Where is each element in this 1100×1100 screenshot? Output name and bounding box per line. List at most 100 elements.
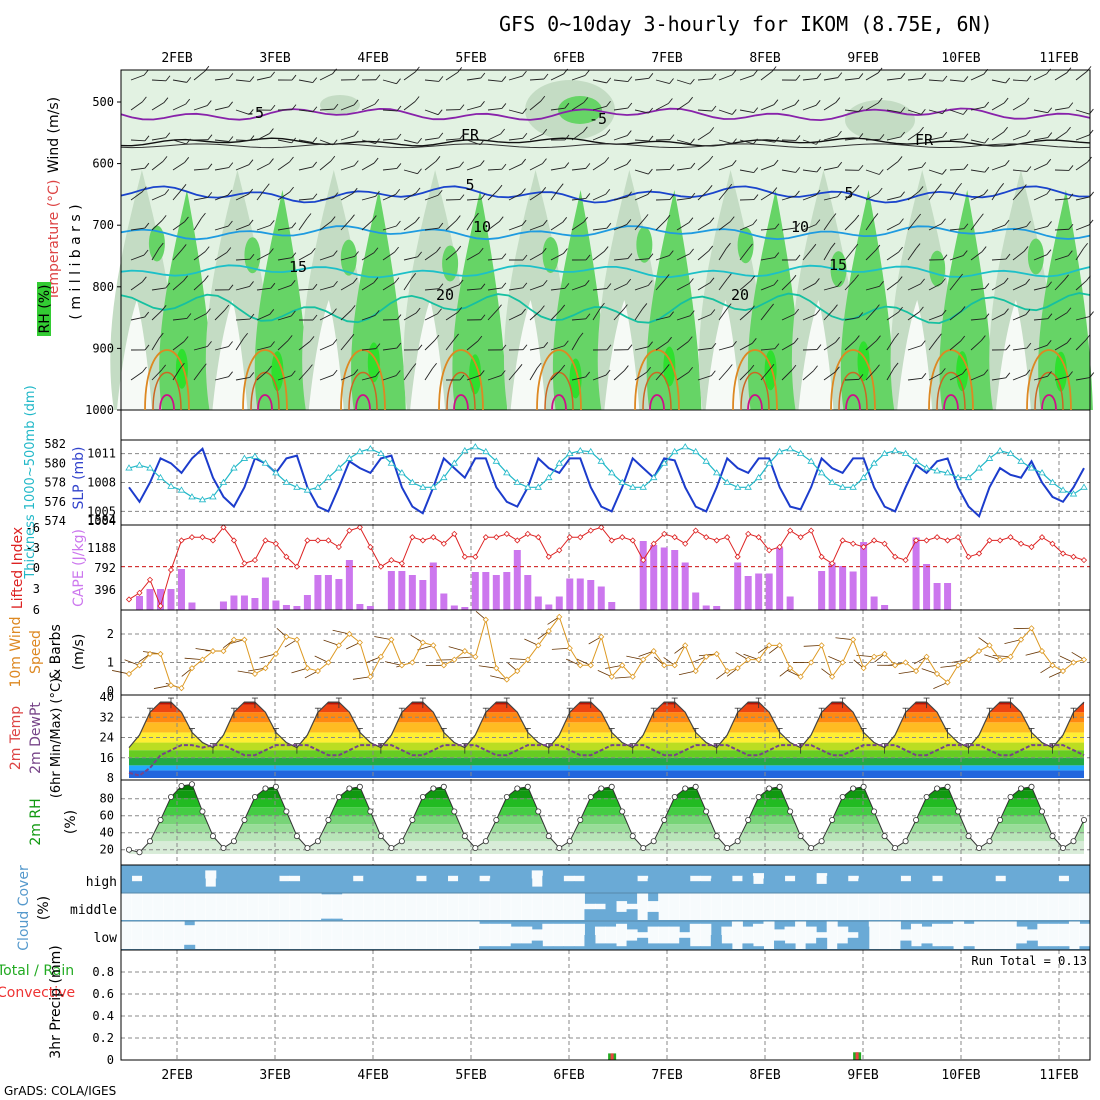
cloud-clear — [542, 893, 554, 920]
upper-wind-barb — [865, 138, 881, 141]
rh-point — [346, 785, 353, 792]
isotherm-label: -5 — [246, 104, 264, 122]
rh-point — [556, 845, 563, 852]
upper-wind-barb — [508, 193, 522, 201]
upper-wind-barb-flag — [688, 366, 694, 373]
upper-wind-barb — [760, 139, 775, 143]
upper-wind-barb-flag — [646, 366, 652, 373]
upper-wind-barb-flag — [248, 109, 254, 115]
rh-band — [129, 832, 1084, 842]
upper-wind-barb-flag — [228, 371, 233, 377]
rh-point — [934, 785, 941, 792]
upper-wind-barb-flag — [689, 278, 694, 284]
cape-bar — [692, 592, 700, 610]
upper-wind-barb-flag — [560, 304, 566, 311]
upper-wind-barb-flag — [354, 251, 359, 257]
upper-wind-barb-flag — [711, 73, 717, 80]
upper-wind-barb-flag — [957, 182, 963, 189]
cloud-fraction-bar — [1016, 875, 1028, 892]
upper-wind-barb-flag — [918, 186, 924, 192]
upper-wind-barb — [193, 168, 208, 171]
upper-wind-barb — [634, 371, 647, 381]
rh-point — [167, 794, 174, 801]
lifted-index-point — [913, 537, 920, 544]
cloud-fraction-bar — [500, 873, 512, 892]
upper-wind-barb-flag — [647, 189, 653, 195]
upper-wind-barb — [886, 161, 899, 171]
upper-wind-barb-flag — [437, 109, 443, 115]
upper-wind-barb-flag — [815, 278, 820, 284]
top-date-label: 6FEB — [553, 51, 584, 66]
rh-saturated-spot — [569, 358, 582, 399]
upper-wind-barb-flag — [540, 305, 545, 311]
cloud-clear — [1068, 893, 1080, 920]
upper-wind-barb — [382, 79, 397, 85]
rh-tick: 80 — [100, 792, 114, 806]
rh-humid-column — [351, 190, 406, 410]
upper-wind-barb — [298, 198, 313, 201]
upper-wind-barb-flag — [963, 133, 969, 139]
upper-wind-barb-flag — [983, 189, 989, 195]
upper-wind-barb — [424, 313, 438, 321]
upper-wind-barb-flag — [417, 137, 422, 144]
upper-wind-barb — [739, 224, 754, 231]
rh-point — [241, 816, 248, 823]
cloud-clear — [647, 901, 659, 920]
upper-wind-barb-flag — [480, 193, 486, 200]
cloud-clear — [331, 894, 343, 920]
rh-point — [871, 808, 878, 815]
upper-wind-barb-flag — [583, 216, 588, 223]
upper-wind-barb-flag — [501, 103, 507, 109]
cloud-clear — [342, 921, 354, 949]
upper-wind-barb — [319, 197, 334, 201]
upper-wind-barb-flag — [791, 364, 797, 371]
cloud-clear — [152, 921, 164, 949]
upper-wind-barb — [298, 139, 313, 143]
lifted-index-point — [671, 534, 678, 541]
upper-wind-barb — [403, 256, 418, 261]
surface-wind-barb — [992, 655, 1011, 658]
upper-wind-barb-flag — [1026, 75, 1032, 82]
cloud-fraction-bar — [858, 926, 870, 949]
cloud-clear — [121, 921, 133, 949]
upper-wind-barb — [613, 370, 625, 381]
lifted-index-point — [146, 576, 154, 583]
wind-speed-point — [902, 659, 909, 666]
upper-wind-barb — [865, 72, 879, 81]
upper-wind-barb — [529, 310, 541, 321]
wind-speed-point — [514, 667, 521, 675]
surface-wind-barb — [576, 658, 591, 666]
thickness-point — [775, 447, 784, 455]
precip-tick: 0.2 — [92, 1031, 114, 1045]
temp-band — [129, 757, 1084, 766]
cloud-fraction-bar — [658, 875, 670, 892]
upper-wind-barb-flag — [858, 106, 864, 112]
upper-wind-barb — [1033, 344, 1048, 351]
cloud-fraction-bar — [194, 878, 206, 892]
cloud-clear — [236, 893, 248, 920]
upper-wind-barb-flag — [1025, 369, 1031, 376]
rh-point — [640, 845, 647, 852]
upper-wind-barb — [1075, 196, 1090, 201]
upper-wind-barb-flag — [204, 246, 210, 252]
upper-wind-barb-flag — [774, 343, 780, 349]
upper-wind-barb-flag — [958, 273, 963, 280]
cloud-clear — [163, 921, 175, 949]
rh-humid-column — [1038, 190, 1093, 410]
upper-wind-barb-flag — [291, 310, 296, 317]
cloud-fraction-bar — [268, 875, 280, 892]
lifted-index-point — [461, 553, 468, 560]
upper-wind-barb — [571, 167, 586, 171]
upper-wind-barb — [235, 79, 250, 82]
upper-wind-barb — [130, 167, 145, 171]
cloud-fraction-bar — [1026, 867, 1038, 892]
cloud-fraction-bar — [689, 946, 701, 949]
cape-bar — [419, 580, 427, 610]
upper-wind-barb — [697, 250, 709, 261]
wind-speed-point — [136, 662, 143, 669]
rh-band — [129, 841, 1084, 854]
surface-wind-barb — [314, 655, 329, 663]
upper-wind-barb — [487, 79, 502, 82]
isotherm-35 — [453, 394, 469, 411]
